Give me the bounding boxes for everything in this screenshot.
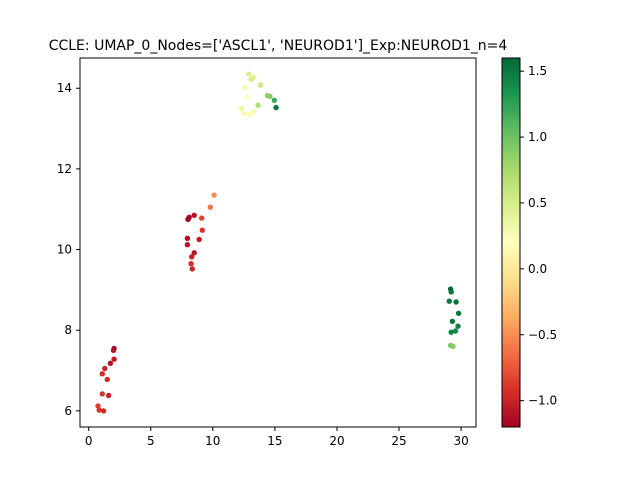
y-tick-label: 10 (57, 243, 72, 257)
data-point (105, 392, 112, 399)
data-point (96, 407, 102, 413)
data-point (448, 289, 454, 295)
data-point (184, 235, 191, 241)
data-point (189, 266, 195, 272)
data-point (184, 242, 191, 248)
colorbar-tick-label: 1.0 (528, 130, 547, 144)
data-point (455, 323, 461, 329)
x-tick-label: 15 (267, 434, 282, 448)
data-point (238, 105, 245, 112)
data-point (102, 365, 108, 372)
data-point (196, 236, 202, 243)
data-point (241, 110, 247, 116)
axes-frame (79, 57, 477, 428)
x-tick-label: 5 (147, 434, 155, 448)
data-point (242, 84, 248, 91)
colorbar-tick-label: 0.0 (528, 262, 547, 276)
data-point (191, 250, 197, 256)
colorbar-tick-label: 0.5 (528, 196, 547, 210)
x-tick-label: 10 (205, 434, 220, 448)
colorbar-tick-label: −1.0 (528, 394, 557, 408)
data-point (99, 391, 106, 397)
data-point (446, 298, 452, 304)
data-point (191, 212, 197, 218)
data-point (185, 216, 191, 222)
data-point (199, 227, 205, 233)
x-tick-label: 30 (453, 434, 468, 448)
plot-area: 0 5 10 15 20 25 30 6 8 10 12 14 (57, 57, 477, 448)
y-tick-label: 12 (57, 162, 72, 176)
data-point (257, 82, 264, 88)
data-point (449, 318, 456, 324)
data-point (453, 299, 459, 305)
x-tick-label: 0 (85, 434, 93, 448)
data-point (452, 328, 459, 334)
colorbar-tick-label: −0.5 (528, 328, 557, 342)
y-tick-label: 8 (64, 323, 72, 337)
data-point (110, 347, 117, 354)
data-point (267, 93, 273, 100)
data-point (104, 376, 111, 383)
x-tick-label: 20 (329, 434, 344, 448)
data-point (111, 356, 117, 362)
colorbar-tick-label: 1.5 (528, 64, 547, 78)
data-point (248, 76, 254, 83)
data-point (188, 261, 194, 267)
data-point (207, 204, 213, 210)
data-point (271, 97, 277, 104)
data-point (251, 108, 257, 115)
data-point (246, 111, 253, 118)
data-point (211, 192, 217, 198)
y-tick-label: 14 (57, 81, 72, 95)
data-point (246, 71, 252, 77)
data-point (199, 215, 205, 221)
data-point (107, 360, 114, 366)
data-point (100, 408, 107, 414)
data-point (244, 94, 251, 100)
chart-title: CCLE: UMAP_0_Nodes=['ASCL1', 'NEUROD1']_… (49, 38, 508, 54)
data-point (455, 310, 462, 316)
data-point (448, 329, 454, 335)
data-point (255, 102, 261, 108)
x-tick-label: 25 (391, 434, 406, 448)
colorbar-gradient (501, 57, 521, 428)
data-point (450, 343, 456, 349)
colorbar: −1.0 −0.5 0.0 0.5 1.0 1.5 (501, 57, 557, 428)
y-tick-label: 6 (64, 404, 72, 418)
data-point (189, 254, 195, 260)
data-point (99, 371, 106, 377)
data-point (273, 104, 279, 111)
data-point (95, 403, 101, 409)
